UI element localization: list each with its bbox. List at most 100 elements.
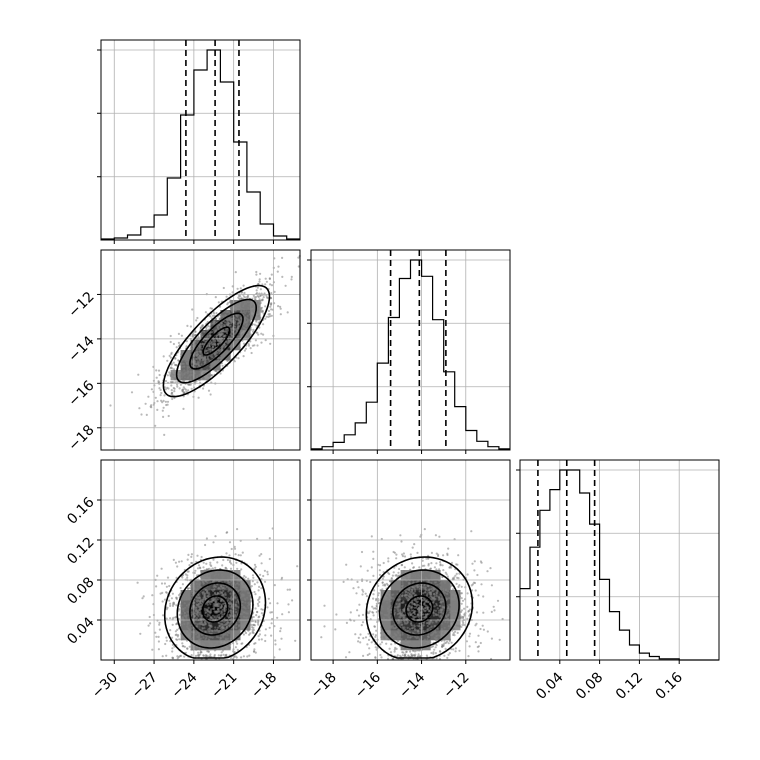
scatter-point [387, 571, 390, 574]
scatter-point [393, 648, 396, 651]
scatter-point [199, 567, 202, 570]
scatter-point [227, 597, 230, 600]
scatter-point [426, 593, 429, 597]
scatter-point [362, 590, 365, 593]
scatter-point [355, 592, 358, 595]
scatter-point [279, 313, 282, 316]
scatter-point [171, 656, 174, 660]
scatter-point [402, 642, 405, 645]
scatter-point [448, 603, 451, 606]
scatter-point [435, 568, 438, 571]
scatter-point [207, 606, 210, 610]
scatter-point [183, 614, 186, 617]
scatter-point [229, 333, 232, 336]
scatter-point [171, 592, 174, 595]
scatter-point [235, 601, 238, 604]
scatter-point [206, 590, 209, 593]
scatter-point [257, 333, 260, 336]
scatter-point [175, 346, 178, 349]
scatter-point [168, 371, 171, 374]
scatter-point [424, 586, 427, 589]
scatter-point [271, 617, 274, 621]
scatter-point [412, 611, 415, 614]
scatter-point [173, 387, 176, 390]
scatter-point [406, 591, 410, 594]
scatter-point [217, 343, 220, 346]
scatter-point [186, 558, 189, 561]
scatter-point [223, 580, 227, 583]
scatter-point [460, 625, 463, 629]
scatter-point [165, 636, 168, 639]
density-cell [450, 590, 461, 601]
scatter-point [368, 647, 371, 650]
scatter-point [239, 335, 242, 338]
density-cell [410, 640, 421, 651]
scatter-point [452, 588, 455, 591]
scatter-point [162, 399, 165, 402]
scatter-point [156, 408, 159, 411]
scatter-point [463, 607, 466, 610]
scatter-point [393, 650, 396, 653]
scatter-point [251, 330, 255, 333]
scatter-point [200, 347, 203, 350]
scatter-point [240, 309, 243, 313]
scatter-point [209, 563, 212, 566]
scatter-point [247, 577, 250, 580]
scatter-point [447, 613, 450, 616]
scatter-point [186, 587, 190, 590]
scatter-point [426, 584, 429, 587]
scatter-point [254, 619, 257, 623]
scatter-point [409, 553, 412, 556]
scatter-point [396, 608, 399, 611]
scatter-point [399, 609, 402, 612]
scatter-point [410, 621, 413, 625]
scatter-point [246, 300, 249, 304]
scatter-point [230, 547, 233, 551]
scatter-point [229, 592, 232, 595]
contour-line [202, 326, 231, 356]
scatter-point [130, 391, 134, 394]
scatter-point [441, 600, 444, 603]
scatter-point [434, 629, 437, 632]
scatter-point [433, 581, 436, 584]
x-tick-label: −14 [396, 669, 428, 701]
scatter-point [379, 653, 382, 657]
scatter-point [228, 316, 232, 319]
scatter-point [434, 534, 437, 537]
scatter-point [216, 325, 219, 328]
scatter-point [217, 636, 220, 639]
scatter-point [398, 616, 401, 619]
scatter-point [199, 354, 202, 357]
scatter-point [435, 635, 438, 638]
scatter-point [270, 273, 273, 276]
scatter-point [220, 340, 223, 343]
scatter-point [194, 343, 197, 346]
scatter-point [213, 597, 217, 601]
scatter-point [383, 598, 386, 602]
scatter-point [258, 600, 261, 604]
density-cell [180, 590, 191, 601]
scatter-point [455, 596, 458, 600]
scatter-point [254, 651, 257, 654]
scatter-point [181, 599, 184, 602]
scatter-point [260, 638, 263, 641]
y-tick-label: −12 [65, 289, 97, 321]
scatter-point [415, 637, 418, 640]
scatter-point [401, 553, 404, 556]
density-cell [240, 590, 251, 601]
scatter-point [415, 601, 418, 604]
scatter-point [228, 541, 232, 544]
scatter-point [218, 642, 221, 646]
scatter-point [249, 347, 252, 350]
scatter-point [386, 595, 389, 598]
scatter-point [404, 654, 407, 658]
scatter-point [190, 594, 194, 598]
scatter-point [265, 294, 268, 297]
scatter-point [424, 641, 427, 645]
scatter-point [171, 636, 174, 639]
scatter-point [373, 625, 376, 628]
scatter-point [243, 574, 246, 578]
scatter-point [423, 603, 426, 606]
scatter-point [258, 554, 261, 557]
scatter-point [196, 609, 200, 612]
